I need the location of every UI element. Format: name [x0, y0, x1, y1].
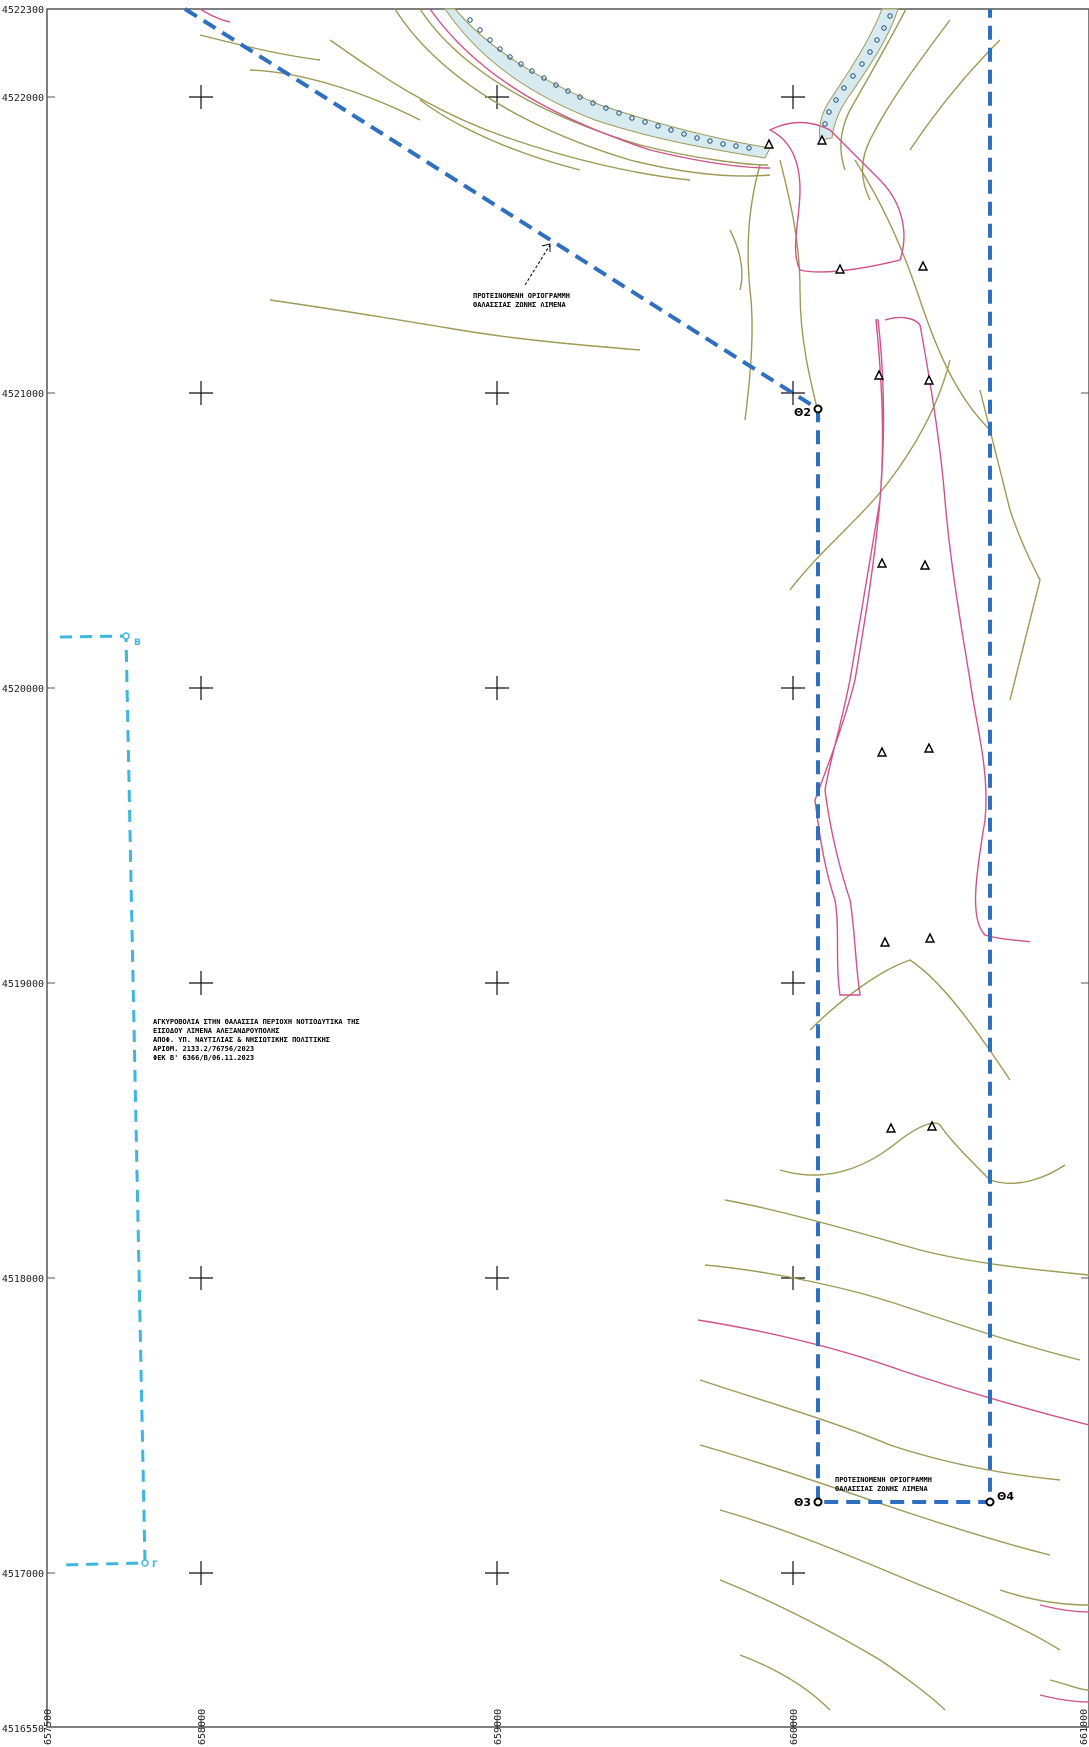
y-label: 4522000 [2, 93, 44, 104]
anchorage-boundary [59, 634, 147, 1567]
y-label: 4517000 [2, 1569, 44, 1580]
y-axis-labels: 4522300 4522000 4521000 4520000 4519000 … [2, 5, 44, 1735]
y-label: 4516550 [2, 1724, 44, 1735]
boundary-top-label-line2: ΘΑΛΑΣΣΙΑΣ ΖΩΝΗΣ ΛΙΜΕΝΑ [473, 301, 567, 309]
anchorage-vertices [122, 632, 149, 1567]
vertex-label-theta3: Θ3 [794, 1496, 811, 1509]
y-label: 4521000 [2, 389, 44, 400]
boundary-bottom-label-line1: ΠΡΟΤΕΙΝΟΜΕΝΗ ΟΡΙΟΓΡΑΜΜΗ [835, 1476, 932, 1484]
anchorage-label-line1: ΑΓΚΥΡΟΒΟΛΙΑ ΣΤΗΝ ΘΑΛΑΣΣΙΑ ΠΕΡΙΟΧΗ ΝΟΤΙΟΔ… [153, 1018, 360, 1026]
x-label: 659000 [493, 1709, 504, 1745]
x-label: 661000 [1079, 1709, 1089, 1745]
label-leader-arrow [524, 243, 551, 286]
boundary-bottom-label-line2: ΘΑΛΑΣΣΙΑΣ ΖΩΝΗΣ ΛΙΜΕΝΑ [835, 1485, 929, 1493]
dredged-channel [444, 8, 899, 159]
x-axis-labels: 657500 658000 659000 660000 661000 [43, 1709, 1089, 1745]
y-label: 4518000 [2, 1274, 44, 1285]
anchorage-label-line4: ΑΡΙΘΜ. 2133.2/76756/2023 [153, 1045, 254, 1053]
x-label: 657500 [43, 1709, 54, 1745]
depth-contours-pink [199, 8, 1089, 1703]
anchorage-label-line2: ΕΙΣΟΔΟΥ ΛΙΜΕΝΑ ΑΛΕΞΑΝΔΡΟΥΠΟΛΗΣ [153, 1027, 279, 1035]
depth-contours-olive [199, 8, 1089, 1711]
anchorage-vertex-beta: Β [134, 638, 141, 648]
anchorage-label-line5: ΦΕΚ Β' 6366/Β/06.11.2023 [153, 1054, 254, 1062]
y-label: 4522300 [2, 5, 44, 16]
x-label: 658000 [197, 1709, 208, 1745]
port-zone-boundary [183, 7, 992, 1504]
anchorage-label-line3: ΑΠΟΦ. ΥΠ. ΝΑΥΤΙΛΙΑΣ & ΝΗΣΙΩΤΙΚΗΣ ΠΟΛΙΤΙΚ… [153, 1036, 330, 1044]
y-label: 4519000 [2, 979, 44, 990]
boundary-top-label-line1: ΠΡΟΤΕΙΝΟΜΕΝΗ ΟΡΙΟΓΡΑΜΜΗ [473, 292, 570, 300]
frame-ticks [47, 96, 1089, 1727]
x-label: 660000 [789, 1709, 800, 1745]
vertex-label-theta4: Θ4 [997, 1490, 1014, 1503]
grid-crosses [189, 85, 805, 1585]
vertex-label-theta2: Θ2 [794, 406, 811, 419]
anchorage-vertex-gamma: Γ [152, 1560, 158, 1570]
y-label: 4520000 [2, 684, 44, 695]
boundary-vertices [813, 404, 995, 1507]
map-frame [46, 8, 1089, 1728]
obstruction-markers [763, 134, 938, 1133]
